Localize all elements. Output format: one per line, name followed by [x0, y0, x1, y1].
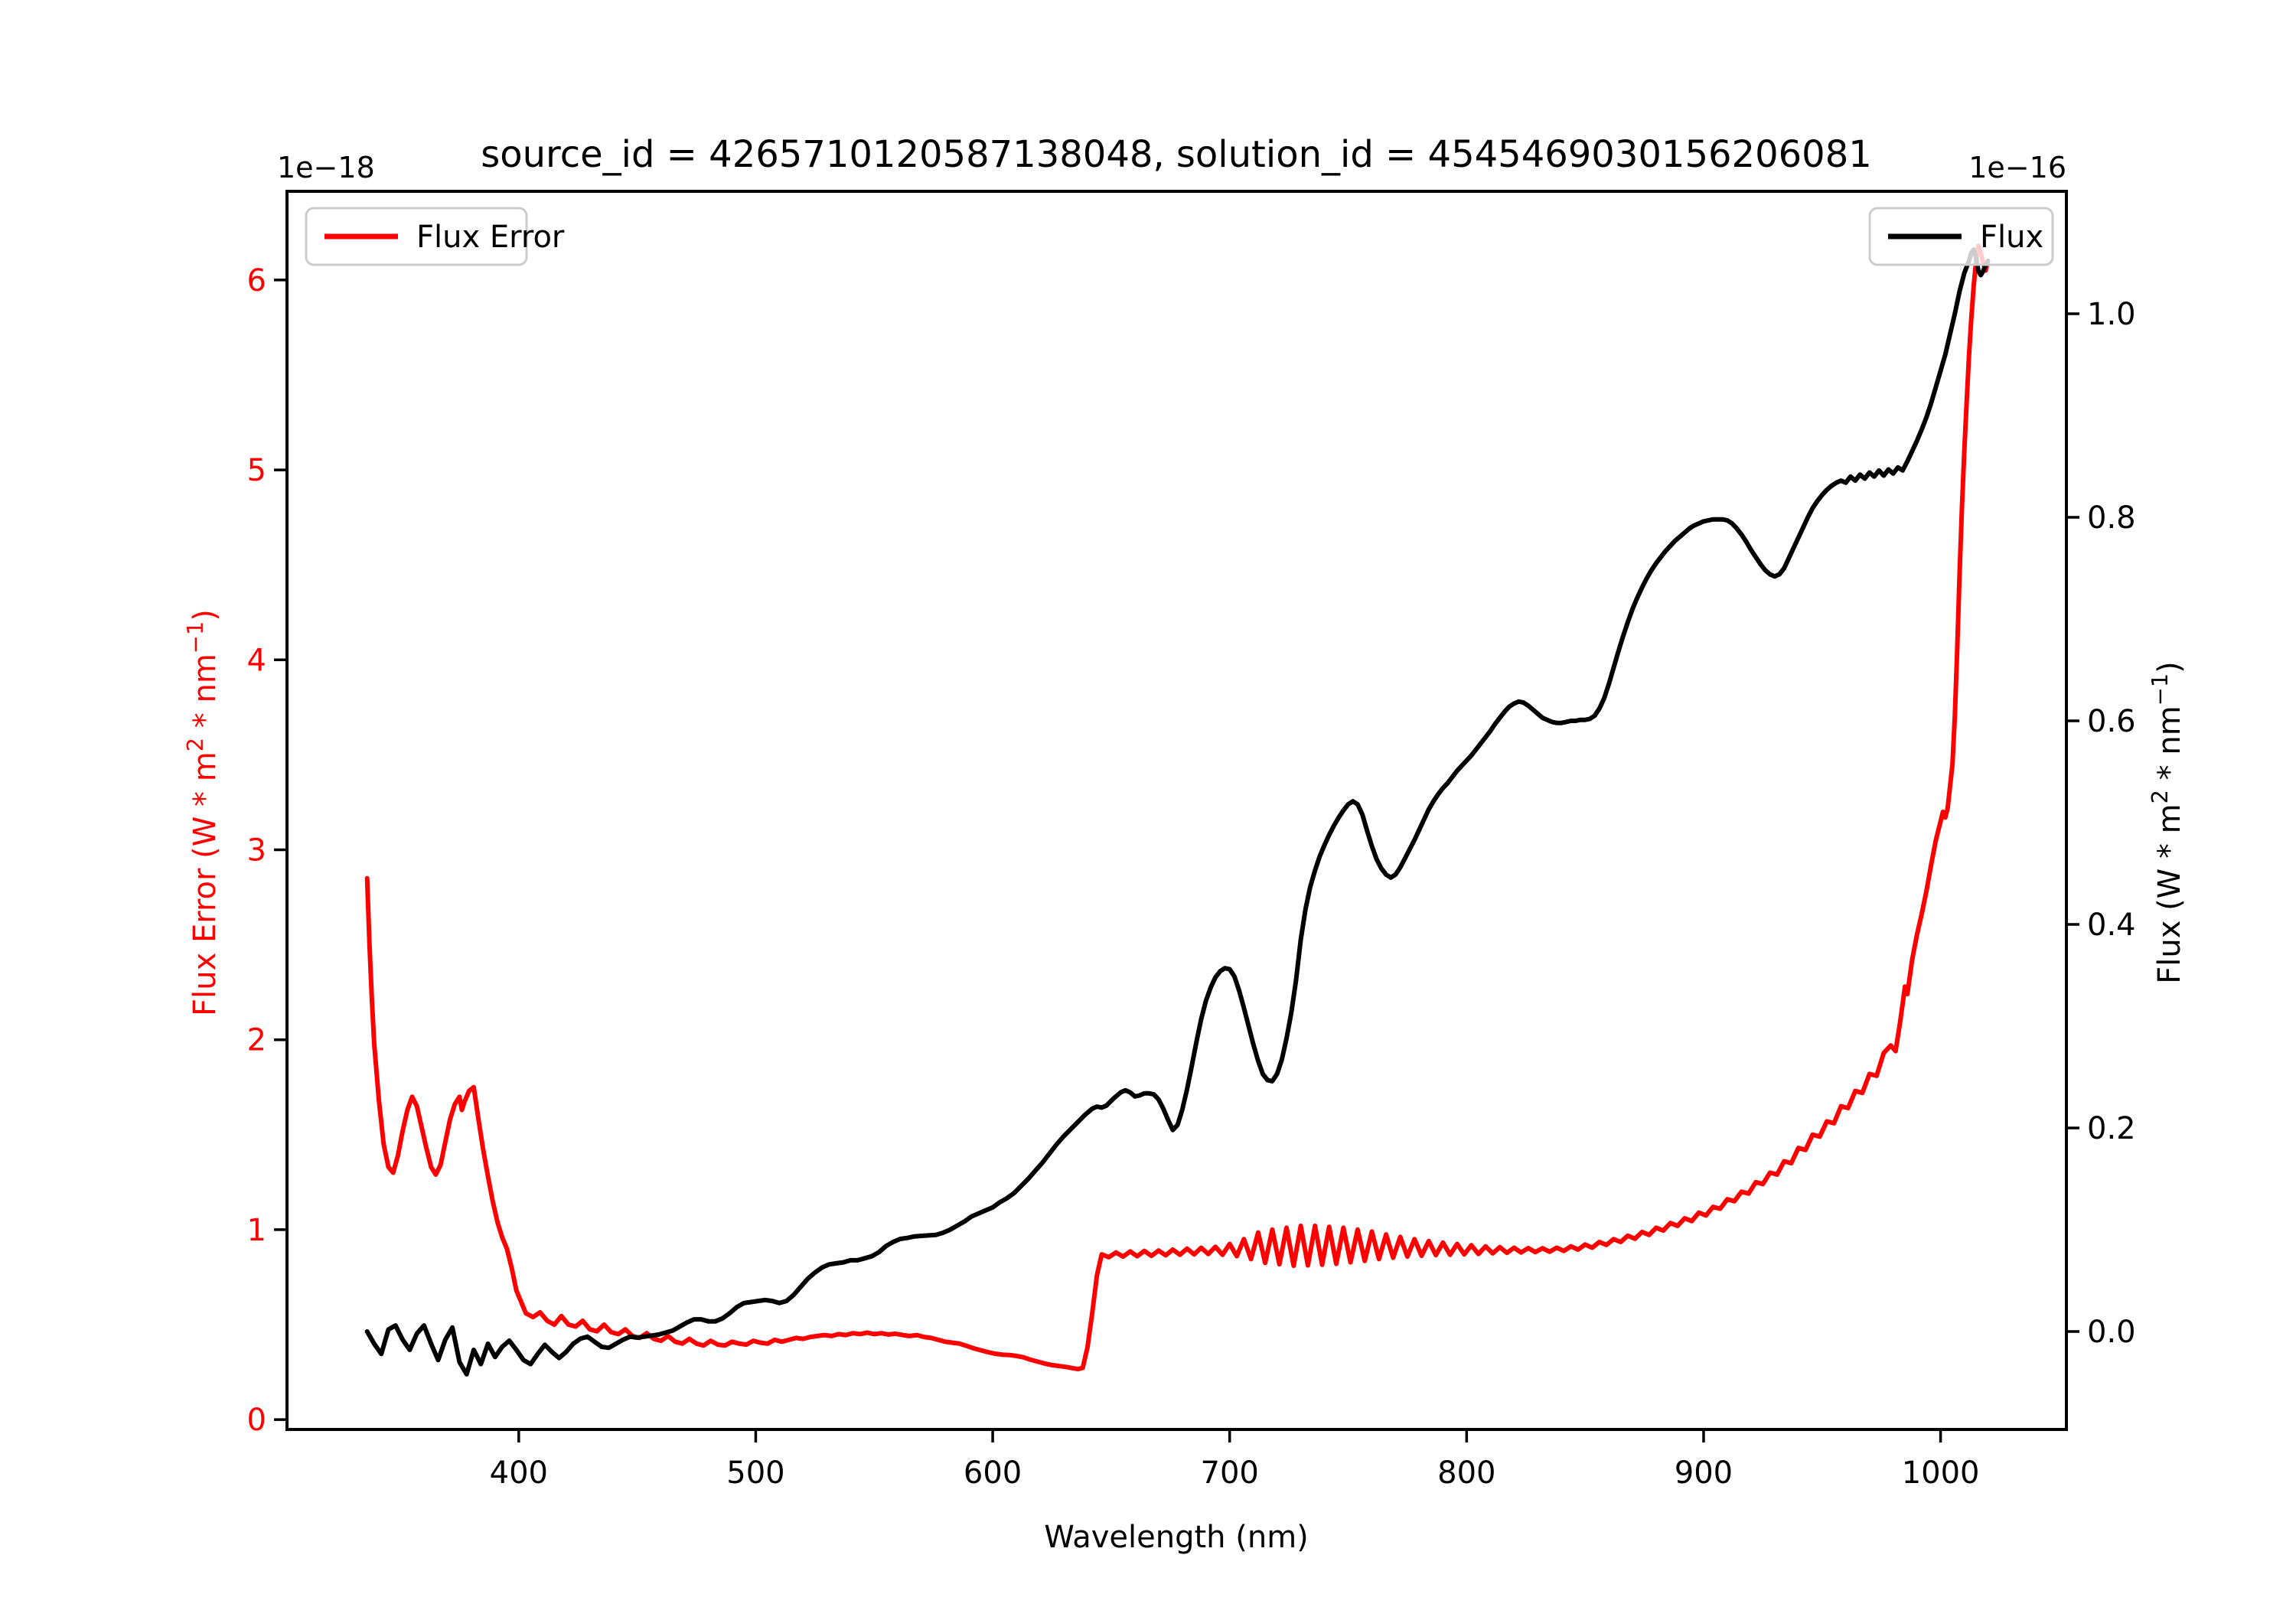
left-y-tick-label: 1	[247, 1213, 266, 1248]
left-y-tick-label: 6	[247, 263, 266, 298]
curve-flux-error	[364, 243, 1991, 1372]
axis-ticks-layer: 400 500 600 700 800 900 1000 0 1 2 3 4 5 6 0.0 0.2 0.4 0.…	[247, 263, 2136, 1491]
legend-frame	[305, 207, 528, 266]
right-y-axis-label: Flux (W * m2 * nm−1)	[2147, 661, 2187, 984]
right-y-tick-label: 1.0	[2087, 297, 2136, 332]
left-y-tick-label: 0	[247, 1403, 266, 1438]
right-y-tick-label: 0.6	[2087, 704, 2136, 739]
left-y-tick-label: 3	[247, 833, 266, 869]
left-y-tick-label: 4	[247, 643, 266, 678]
right-axis-offset-text: 1e−16	[1968, 151, 2066, 184]
left-y-tick-label: 2	[247, 1023, 266, 1058]
x-axis-label: Wavelength (nm)	[1044, 1520, 1309, 1555]
legend-flux-error: Flux Error	[305, 207, 565, 266]
chart-title: source_id = 4265710120587138048, solutio…	[481, 133, 1872, 176]
legend-flux: Flux	[1868, 207, 2054, 266]
curves-layer	[364, 243, 1991, 1377]
x-tick-label: 800	[1437, 1455, 1495, 1491]
x-tick-label: 600	[964, 1455, 1022, 1491]
x-tick-label: 500	[726, 1455, 784, 1491]
x-tick-label: 900	[1675, 1455, 1733, 1491]
plot-frame	[285, 190, 2068, 1431]
x-tick-label: 1000	[1902, 1455, 1980, 1491]
left-y-axis-label: Flux Error (W * m2 * nm−1)	[182, 609, 223, 1016]
legend-label: Flux Error	[416, 220, 565, 255]
x-tick-label: 400	[490, 1455, 548, 1491]
x-tick-label: 700	[1201, 1455, 1259, 1491]
left-y-tick-label: 5	[247, 453, 266, 488]
curve-flux	[364, 247, 1991, 1377]
legend-label: Flux	[1980, 220, 2043, 255]
right-y-tick-label: 0.4	[2087, 908, 2136, 943]
left-axis-offset-text: 1e−18	[277, 151, 375, 184]
right-y-tick-label: 0.0	[2087, 1315, 2136, 1350]
right-y-tick-label: 0.8	[2087, 500, 2136, 536]
right-y-tick-label: 0.2	[2087, 1111, 2136, 1146]
